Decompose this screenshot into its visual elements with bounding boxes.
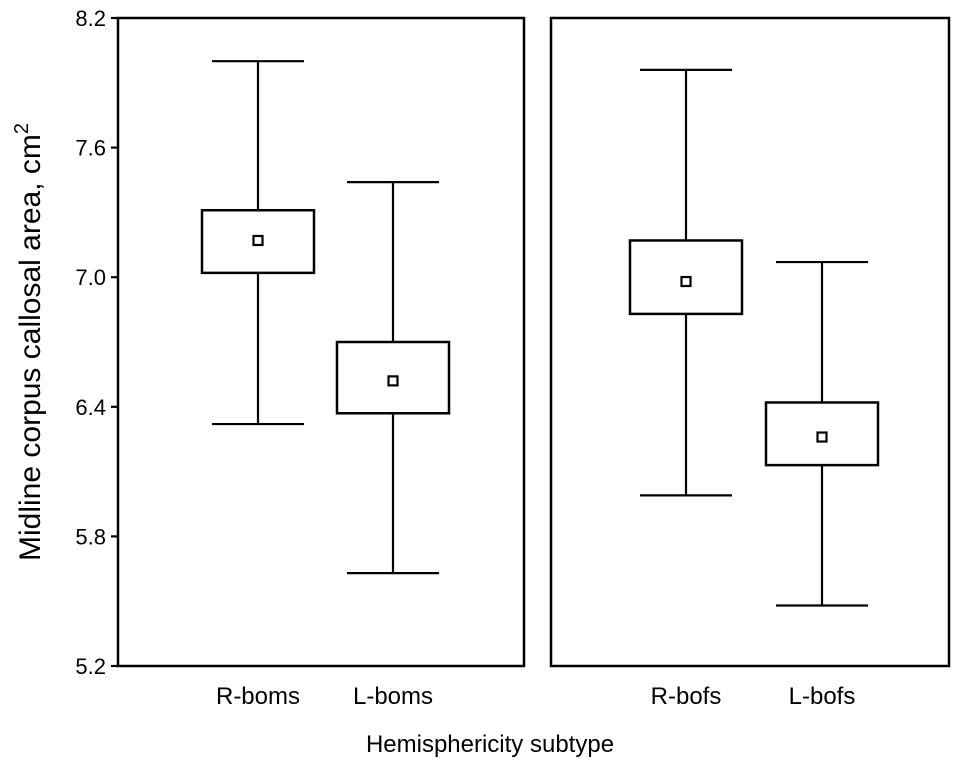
mean-marker (387, 375, 399, 387)
category-labels: R-boms L-boms R-bofs L-bofs (216, 683, 855, 710)
category-label: R-bofs (651, 683, 722, 710)
category-label: L-bofs (789, 683, 856, 710)
y-tick-label: 5.2 (75, 654, 106, 679)
y-axis-title: Midline corpus callosal area, cm2 (11, 123, 47, 561)
y-tick-label: 7.6 (75, 136, 106, 161)
y-axis-title-superscript: 2 (11, 123, 33, 134)
box-l-boms (335, 181, 451, 575)
y-tick-label: 5.8 (75, 524, 106, 549)
y-tick-label: 8.2 (75, 6, 106, 31)
y-axis-ticks: 8.2 7.6 7.0 6.4 5.8 5.2 (75, 6, 118, 679)
box-l-bofs (764, 260, 880, 607)
mean-marker (252, 234, 264, 247)
box-r-bofs (628, 68, 744, 497)
y-tick-label: 6.4 (75, 395, 106, 420)
box-r-boms (200, 60, 316, 426)
y-tick-label: 7.0 (75, 265, 106, 290)
x-axis-title: Hemisphericity subtype (366, 731, 614, 758)
mean-marker (680, 275, 692, 288)
category-label: L-boms (353, 683, 433, 710)
box-plots (200, 60, 880, 607)
panel-left-frame (116, 16, 526, 668)
category-label: R-boms (216, 683, 300, 710)
mean-marker (816, 431, 828, 443)
panel-right-frame (549, 16, 951, 668)
